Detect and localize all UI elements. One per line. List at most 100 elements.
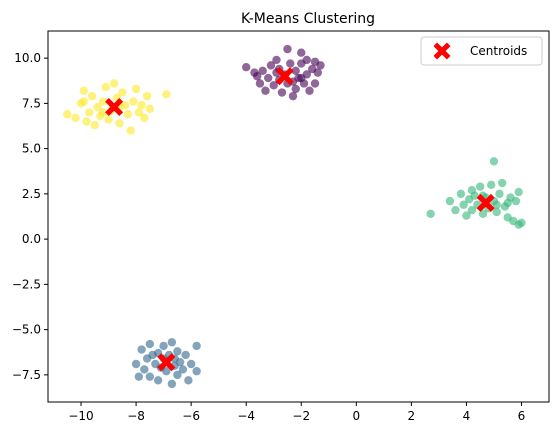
cluster-1-point <box>167 338 177 347</box>
cluster-1-point <box>145 339 155 349</box>
cluster-3-point <box>123 110 133 119</box>
cluster-0-point <box>272 55 281 65</box>
y-tick-label: 7.5 <box>22 96 41 110</box>
cluster-3-point <box>145 104 155 114</box>
cluster-2-point <box>517 218 526 228</box>
centroid-marker <box>275 67 294 86</box>
cluster-0-point <box>288 91 298 101</box>
y-tick-label: 5.0 <box>22 142 41 156</box>
centroid-marker <box>476 193 495 212</box>
cluster-3-point <box>131 84 141 94</box>
cluster-0-point <box>258 66 267 76</box>
cluster-2-point <box>495 189 504 199</box>
cluster-1-point <box>162 367 171 376</box>
cluster-0-point <box>310 79 320 88</box>
cluster-3-point <box>79 86 88 95</box>
plot-frame <box>47 30 550 403</box>
cluster-1-point <box>178 365 188 374</box>
cluster-3-point <box>140 113 149 123</box>
cluster-1-point <box>167 379 177 389</box>
cluster-0-point <box>277 88 287 97</box>
cluster-2-point <box>503 198 512 208</box>
cluster-3-point <box>82 117 91 126</box>
cluster-3-point <box>109 79 119 88</box>
x-tick-label: 2 <box>408 409 416 423</box>
cluster-0-point <box>316 61 325 70</box>
y-tick-label: 0.0 <box>22 232 41 246</box>
y-axis: −7.5 −5.0 −2.5 0.0 2.5 5.0 7.5 10.0 <box>12 51 48 382</box>
cluster-3-point <box>87 91 97 101</box>
cluster-2-point <box>514 187 523 197</box>
cluster-3-point <box>134 108 144 117</box>
x-tick-label: −6 <box>182 409 200 423</box>
y-tick-label: −5.0 <box>12 323 41 337</box>
cluster-3-point <box>90 120 99 130</box>
cluster-0-point <box>291 84 300 94</box>
x-tick-label: 0 <box>352 409 360 423</box>
cluster-0-point <box>313 68 322 77</box>
cluster-3-point <box>162 90 171 99</box>
cluster-1-point <box>192 341 201 351</box>
cluster-3-point <box>115 119 124 128</box>
cluster-1-point <box>153 376 163 385</box>
cluster-0-point <box>297 73 306 83</box>
cluster-0-point <box>255 79 265 88</box>
cluster-0-point <box>269 81 278 90</box>
cluster-1-point <box>134 372 144 381</box>
cluster-1-point <box>192 367 201 376</box>
cluster-1-point <box>148 350 157 360</box>
y-tick-label: −2.5 <box>12 277 41 291</box>
centroid-legend-x-icon <box>433 42 451 60</box>
cluster-0-point <box>283 44 292 54</box>
cluster-1-point <box>131 359 141 369</box>
cluster-2-point <box>511 196 521 206</box>
chart-title: K-Means Clustering <box>241 11 375 27</box>
cluster-2-point <box>475 182 485 191</box>
cluster-0-point <box>297 48 306 57</box>
cluster-2-point <box>467 205 477 215</box>
legend-label-centroids: Centroids <box>470 44 527 58</box>
cluster-3-point <box>98 108 108 117</box>
cluster-3-point <box>142 91 152 101</box>
cluster-3-point <box>118 88 127 97</box>
legend: Centroids <box>420 36 543 66</box>
y-tick-label: 2.5 <box>22 187 41 201</box>
legend-centroid-marker <box>433 42 451 60</box>
cluster-2-point <box>426 209 435 218</box>
cluster-2-point <box>451 205 460 215</box>
x-tick-label: −2 <box>292 409 310 423</box>
y-tick-label: 10.0 <box>14 51 41 65</box>
cluster-3-point <box>93 102 102 112</box>
cluster-2-point <box>486 180 496 190</box>
cluster-1-point <box>137 345 146 354</box>
cluster-0-point <box>305 86 314 95</box>
x-tick-label: −8 <box>127 409 145 423</box>
cluster-2-point <box>445 196 455 206</box>
cluster-3-point <box>101 82 111 92</box>
cluster-3-point <box>126 126 135 135</box>
cluster-2-point <box>498 178 507 188</box>
cluster-2-point <box>456 189 466 199</box>
cluster-1-point <box>173 347 182 356</box>
cluster-1-point <box>184 376 193 385</box>
cluster-3-point <box>85 108 94 117</box>
cluster-0-point <box>250 68 259 77</box>
cluster-1-point <box>159 341 168 351</box>
legend-box <box>420 36 543 66</box>
cluster-3-point <box>79 97 88 106</box>
x-tick-label: 6 <box>518 409 526 423</box>
cluster-3-point <box>98 97 108 106</box>
x-tick-label: −4 <box>237 409 255 423</box>
x-tick-label: −10 <box>68 409 93 423</box>
cluster-0-point <box>286 59 295 68</box>
cluster-1-point <box>181 350 190 360</box>
centroid-marker <box>105 98 124 116</box>
x-tick-label: 4 <box>463 409 471 423</box>
cluster-3-point <box>137 101 146 110</box>
cluster-2-point <box>492 207 501 217</box>
cluster-1-point <box>186 359 196 369</box>
cluster-0-point <box>261 86 270 95</box>
centroid-markers <box>105 67 495 372</box>
cluster-2-point <box>478 209 488 218</box>
cluster-3-point <box>63 110 72 119</box>
